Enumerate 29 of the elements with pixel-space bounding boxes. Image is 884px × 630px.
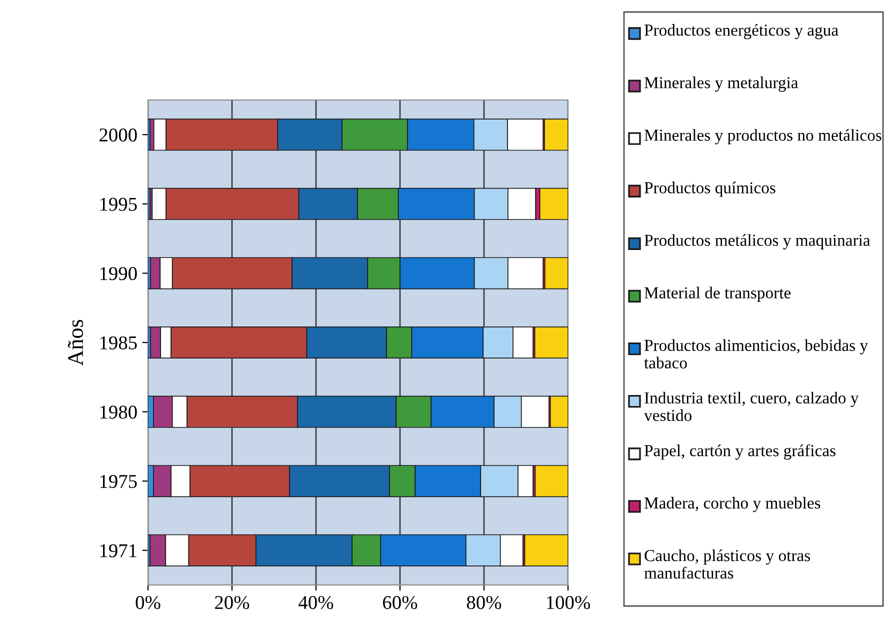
bar	[534, 465, 568, 498]
y-tick-label: 1975	[100, 474, 137, 488]
legend-label: Minerales y productos no metálicos	[644, 129, 882, 144]
x-tick-label: 20%	[215, 596, 250, 610]
legend-label: Productos energéticos y agua	[644, 24, 838, 40]
legend-label: Papel, cartón y artes gráficas	[644, 444, 836, 460]
legend-label: Caucho, plásticos y otras manufacturas	[644, 549, 810, 579]
legend-label: Productos metálicos y maquinaria	[644, 234, 870, 250]
y-axis-title: Años	[68, 320, 84, 366]
y-tick-label: 1990	[100, 267, 137, 280]
x-tick-label: 80%	[466, 596, 502, 610]
x-tick-label: 100%	[547, 596, 590, 610]
legend-label: Minerales y metalurgia	[644, 76, 798, 92]
bar	[539, 188, 568, 220]
bar	[524, 534, 568, 566]
y-tick-label: 1985	[100, 336, 137, 350]
legend-label: Industria textil, cuero, calzado y vestido	[644, 392, 859, 422]
legend-label: Madera, corcho y muebles	[644, 496, 820, 512]
x-tick-label: 0%	[136, 596, 160, 610]
y-tick-label: 1980	[100, 406, 137, 419]
y-tick-label: 1995	[100, 198, 137, 211]
legend-label: Productos químicos	[644, 182, 776, 197]
y-tick-label: 1971	[100, 544, 136, 558]
legend-label: Productos alimenticios, bebidas y tabaco	[644, 339, 868, 368]
x-tick-label: 60%	[383, 596, 418, 610]
y-tick-label: 2000	[100, 128, 137, 142]
legend-label: Material de transporte	[644, 286, 791, 302]
bar	[534, 326, 568, 359]
x-tick-label: 40%	[298, 596, 334, 610]
